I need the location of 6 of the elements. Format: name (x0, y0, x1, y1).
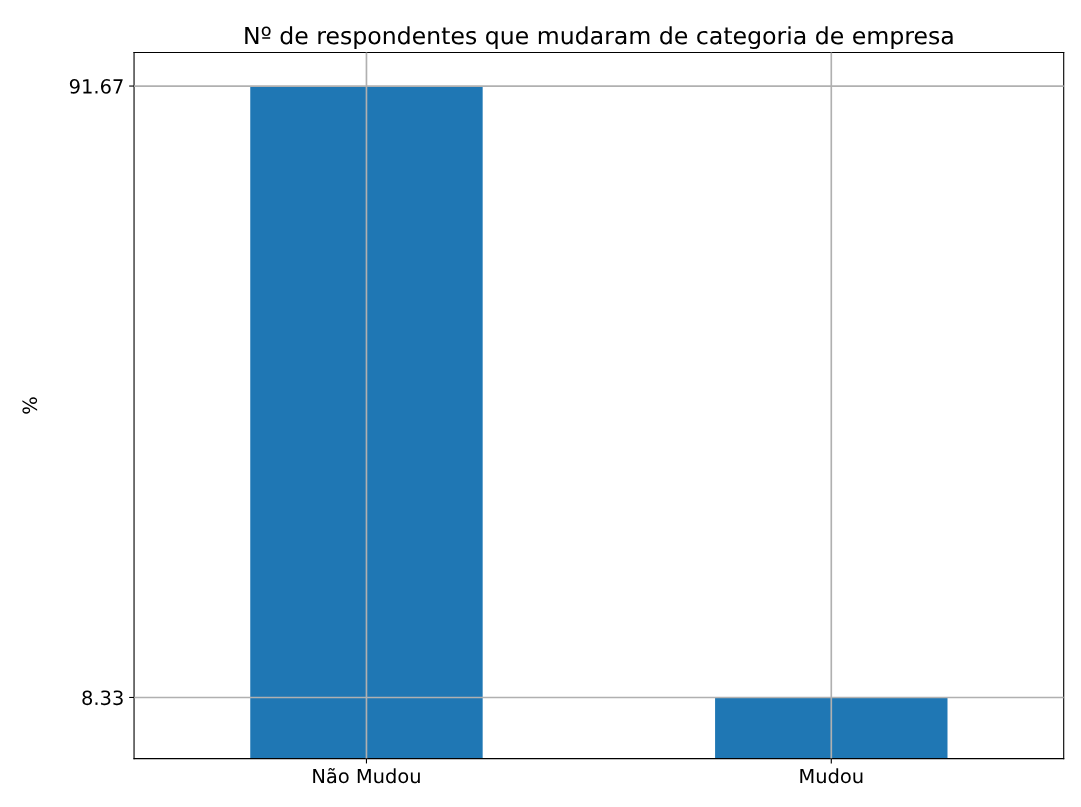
chart-title: Nº de respondentes que mudaram de categoria de empresa (245, 26, 953, 50)
y-tick-label: 8.33 (82, 690, 123, 706)
x-tick-label: Mudou (800, 768, 863, 784)
x-tick-label: Não Mudou (313, 767, 420, 784)
y-tick-label: 91.67 (69, 79, 123, 94)
y-axis-title: % (22, 397, 38, 414)
